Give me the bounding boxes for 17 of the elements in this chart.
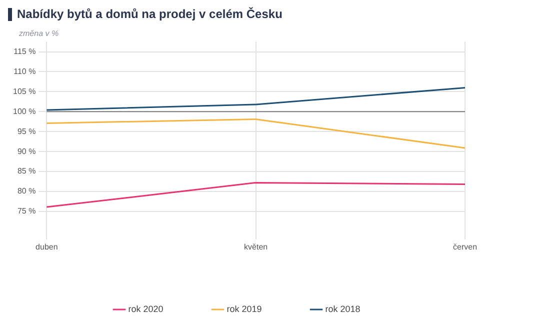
chart-title: Nabídky bytů a domů na prodej v celém Česku — [17, 7, 282, 21]
y-tick-label: 110 % — [14, 66, 36, 76]
y-tick-label: 105 % — [12, 86, 36, 96]
y-tick-label: 95 % — [17, 126, 36, 136]
y-tick-label: 100 % — [12, 106, 36, 116]
legend-label: rok 2018 — [325, 304, 360, 314]
y-tick-label: 75 % — [17, 206, 36, 216]
y-tick-label: 80 % — [17, 186, 36, 196]
legend-label: rok 2020 — [128, 304, 164, 314]
y-tick-label: 85 % — [17, 166, 36, 176]
y-axis-title: změna v % — [19, 29, 59, 38]
x-tick-label: červen — [452, 242, 478, 252]
x-tick-label: duben — [36, 242, 58, 252]
legend-label: rok 2019 — [226, 304, 262, 314]
y-tick-label: 90 % — [17, 146, 36, 156]
y-tick-label: 115 % — [14, 46, 36, 56]
x-tick-label: květen — [244, 242, 268, 252]
